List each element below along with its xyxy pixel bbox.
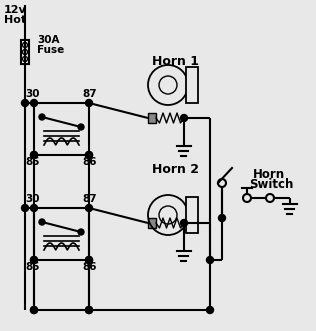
- Text: Hot: Hot: [4, 15, 26, 25]
- Text: Horn: Horn: [253, 168, 285, 181]
- Circle shape: [180, 219, 187, 226]
- Circle shape: [31, 100, 38, 107]
- Text: 86: 86: [83, 157, 97, 167]
- Text: 30A: 30A: [37, 35, 59, 45]
- Text: Horn 1: Horn 1: [152, 55, 199, 68]
- Bar: [34, 103, 89, 155]
- Circle shape: [31, 152, 38, 159]
- Circle shape: [86, 257, 93, 263]
- Circle shape: [21, 205, 28, 212]
- Circle shape: [86, 100, 93, 107]
- Text: 12v: 12v: [4, 5, 27, 15]
- Circle shape: [31, 152, 38, 159]
- Circle shape: [218, 214, 226, 221]
- Text: 30: 30: [26, 89, 40, 99]
- Circle shape: [86, 257, 93, 263]
- Circle shape: [206, 257, 214, 263]
- Text: 85: 85: [26, 157, 40, 167]
- Circle shape: [31, 307, 38, 313]
- Circle shape: [31, 205, 38, 212]
- Bar: [186, 197, 198, 233]
- Bar: [148, 218, 156, 228]
- Circle shape: [39, 114, 45, 120]
- Circle shape: [31, 257, 38, 263]
- Circle shape: [78, 124, 84, 130]
- Text: 86: 86: [83, 262, 97, 272]
- Circle shape: [31, 257, 38, 263]
- Bar: [34, 208, 89, 260]
- Text: Horn 2: Horn 2: [152, 163, 199, 176]
- Text: 87: 87: [83, 89, 97, 99]
- Circle shape: [86, 205, 93, 212]
- Circle shape: [86, 152, 93, 159]
- Circle shape: [21, 100, 28, 107]
- Circle shape: [39, 219, 45, 225]
- Bar: [148, 113, 156, 123]
- Text: Fuse: Fuse: [37, 45, 64, 55]
- Circle shape: [78, 229, 84, 235]
- Circle shape: [31, 307, 38, 313]
- Circle shape: [86, 152, 93, 159]
- Circle shape: [86, 307, 93, 313]
- Circle shape: [206, 307, 214, 313]
- Text: Switch: Switch: [249, 178, 293, 191]
- Circle shape: [180, 115, 187, 121]
- Bar: [21, 40, 29, 64]
- Text: 85: 85: [26, 262, 40, 272]
- Bar: [186, 67, 198, 103]
- Text: 30: 30: [26, 194, 40, 204]
- Circle shape: [86, 307, 93, 313]
- Text: 87: 87: [83, 194, 97, 204]
